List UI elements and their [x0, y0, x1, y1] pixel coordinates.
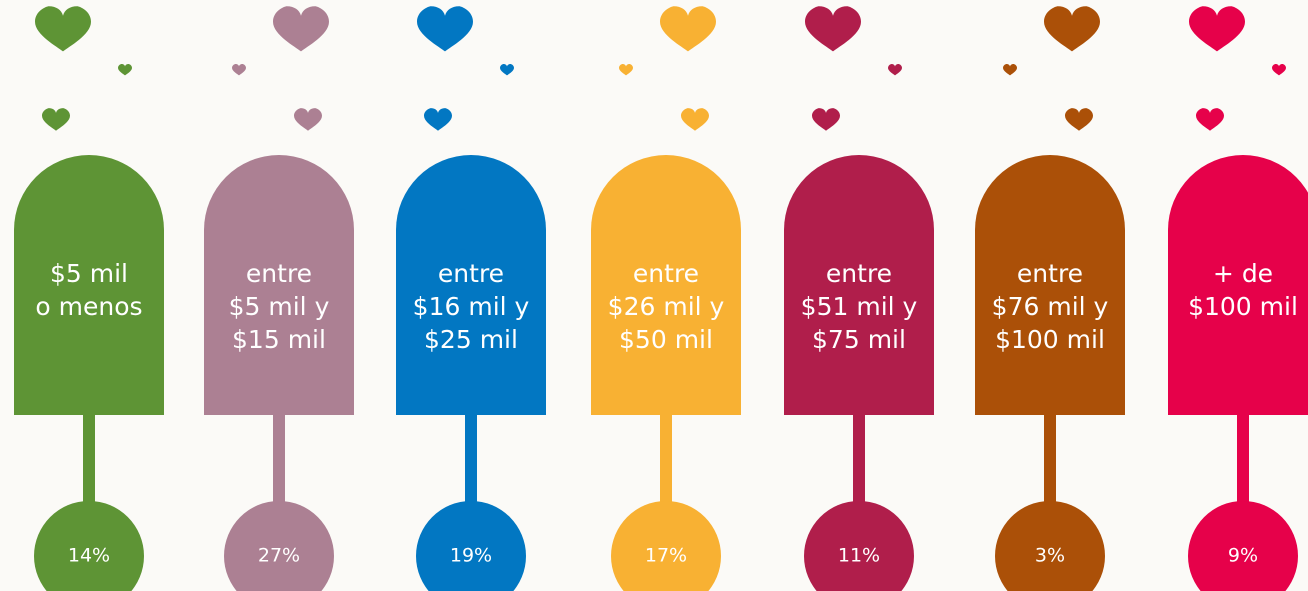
- heart: [273, 6, 329, 52]
- percent-circle: [34, 501, 144, 591]
- label-line: $5 mil y: [229, 292, 330, 321]
- label-line: $50 mil: [619, 325, 713, 354]
- arch: [1168, 155, 1308, 415]
- percent: 3%: [1035, 545, 1065, 567]
- heart: [42, 108, 70, 131]
- percent-circle: [416, 501, 526, 591]
- percent-circle: [1188, 501, 1298, 591]
- heart: [417, 6, 473, 52]
- heart: [1003, 64, 1017, 76]
- heart: [118, 64, 132, 76]
- label-line: $51 mil y: [801, 292, 918, 321]
- percent: 9%: [1228, 545, 1258, 567]
- label-line: $25 mil: [424, 325, 518, 354]
- heart: [1065, 108, 1093, 131]
- label-line: $75 mil: [812, 325, 906, 354]
- heart: [1272, 64, 1286, 76]
- heart: [500, 64, 514, 76]
- heart: [35, 6, 91, 52]
- label-line: $15 mil: [232, 325, 326, 354]
- label-line: $100 mil: [1188, 292, 1298, 321]
- heart: [294, 108, 322, 131]
- label-line: $16 mil y: [413, 292, 530, 321]
- label-line: $26 mil y: [608, 292, 725, 321]
- arch: [591, 155, 741, 415]
- arch: [784, 155, 934, 415]
- label-line: entre: [1017, 259, 1083, 288]
- heart: [232, 64, 246, 76]
- arch: [14, 155, 164, 415]
- heart: [660, 6, 716, 52]
- label-line: + de: [1213, 259, 1273, 288]
- label-line: $76 mil y: [992, 292, 1109, 321]
- percent: 19%: [450, 545, 492, 567]
- label-line: $100 mil: [995, 325, 1105, 354]
- percent: 11%: [838, 545, 880, 567]
- label-line: entre: [633, 259, 699, 288]
- heart: [812, 108, 840, 131]
- heart: [619, 64, 633, 76]
- heart: [888, 64, 902, 76]
- heart: [1196, 108, 1224, 131]
- percent: 27%: [258, 545, 300, 567]
- percent-circle: [611, 501, 721, 591]
- heart: [1189, 6, 1245, 52]
- arch: [396, 155, 546, 415]
- heart: [424, 108, 452, 131]
- arch: [204, 155, 354, 415]
- arch: [975, 155, 1125, 415]
- label-line: entre: [826, 259, 892, 288]
- label-line: $5 mil: [50, 259, 128, 288]
- heart: [805, 6, 861, 52]
- percent-circle: [995, 501, 1105, 591]
- percent: 17%: [645, 545, 687, 567]
- percent-circle: [804, 501, 914, 591]
- label-line: entre: [246, 259, 312, 288]
- heart: [1044, 6, 1100, 52]
- heart: [681, 108, 709, 131]
- percent: 14%: [68, 545, 110, 567]
- percent-circle: [224, 501, 334, 591]
- label-line: entre: [438, 259, 504, 288]
- label-line: o menos: [35, 292, 142, 321]
